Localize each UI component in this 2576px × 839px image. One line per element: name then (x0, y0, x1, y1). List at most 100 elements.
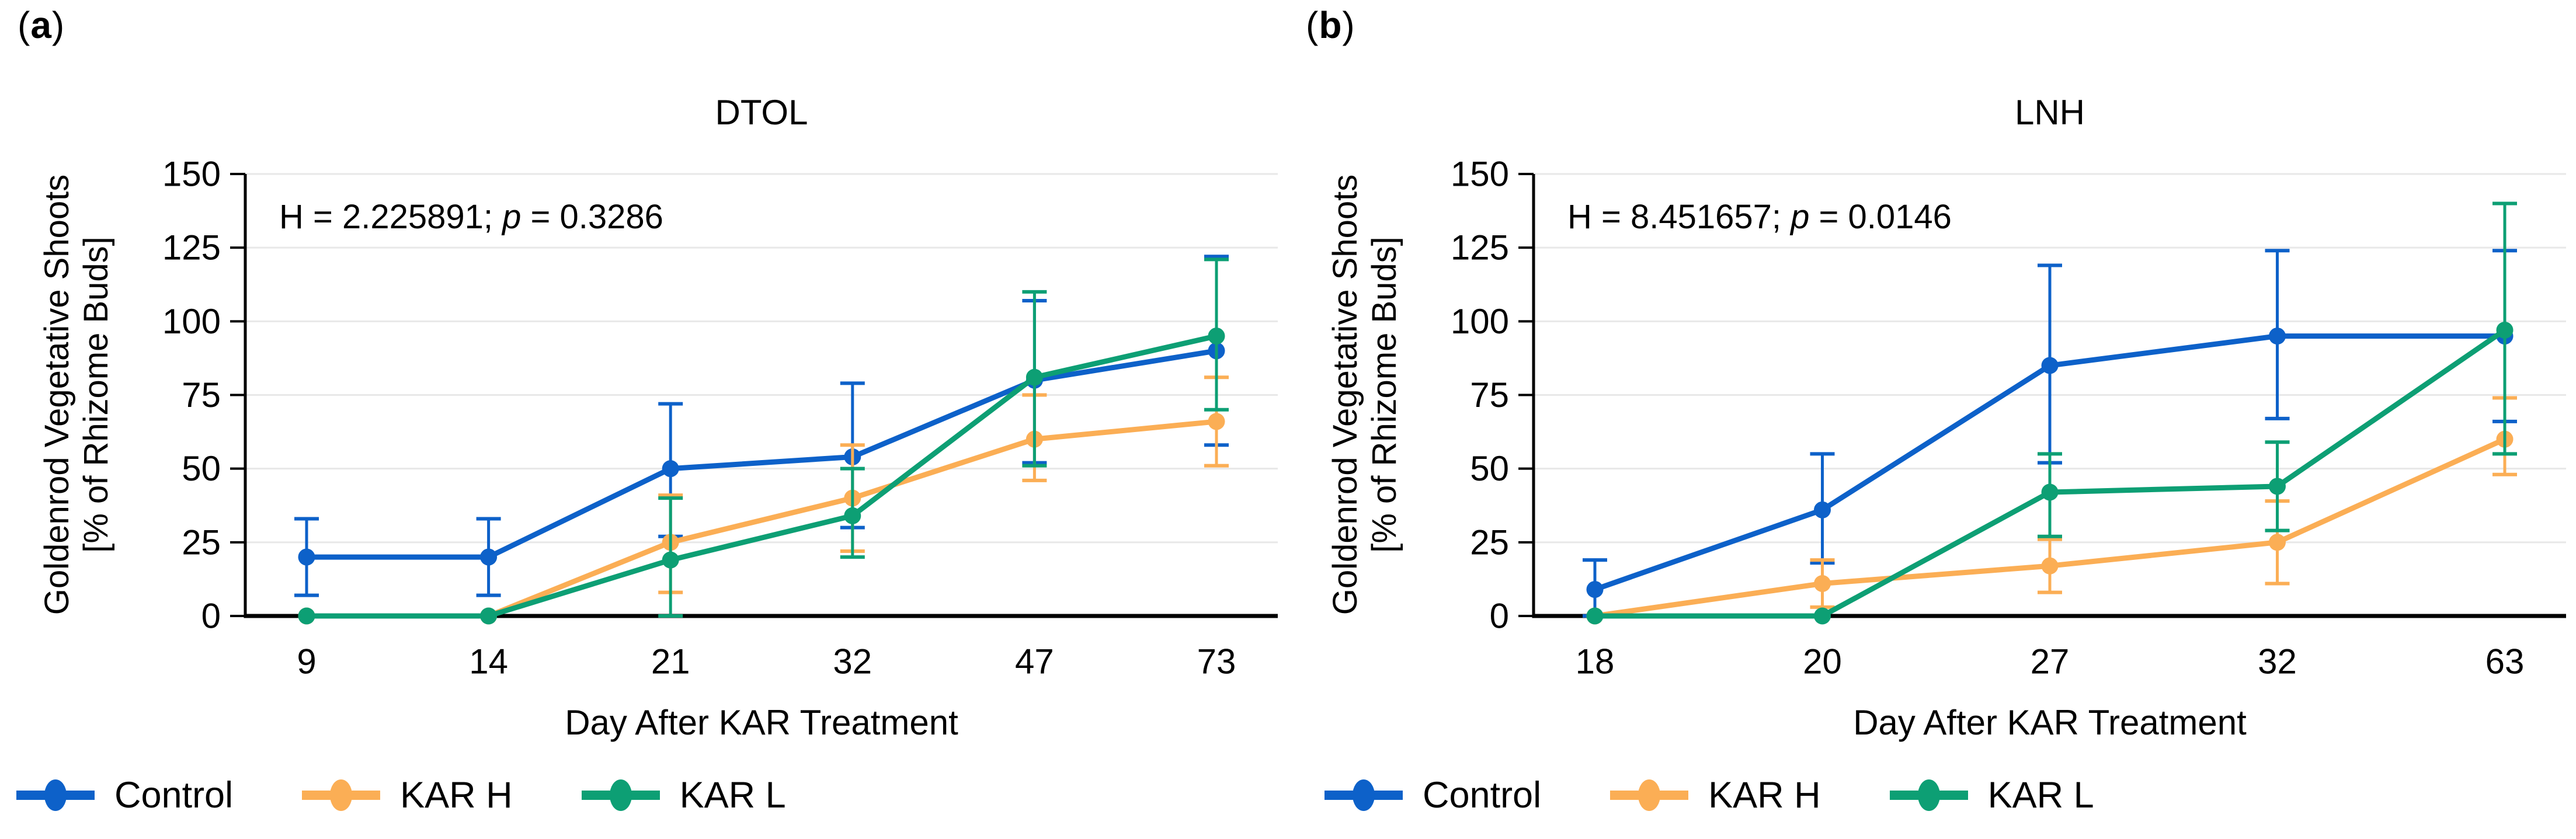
data-point-marker (2269, 328, 2286, 345)
y-axis-label-line1: Goldenrod Vegetative Shoots (38, 174, 76, 615)
data-point-marker (2496, 321, 2514, 339)
legend-item-control: Control (16, 774, 233, 816)
data-point-marker (1586, 607, 1604, 625)
data-point-marker (298, 548, 315, 566)
stat-h: H = 8.451657; (1567, 198, 1791, 236)
x-tick-label: 20 (1803, 642, 1842, 681)
stat-p-symbol: p (502, 198, 522, 236)
stat-h: H = 2.225891; (279, 198, 503, 236)
legend-marker-kar-h (302, 779, 381, 811)
legend-item-kar-h: KAR H (1610, 774, 1821, 816)
data-point-marker (1814, 607, 1831, 625)
legend-label: KAR L (1987, 775, 2094, 816)
legend-marker-dot (1353, 779, 1375, 811)
stat-annotation: H = 2.225891; p = 0.3286 (279, 197, 663, 236)
y-tick-label: 50 (1470, 449, 1509, 488)
data-point-marker (1208, 413, 1225, 430)
y-tick-label: 25 (1470, 523, 1509, 562)
legend-label: Control (114, 775, 234, 816)
data-point-marker (1025, 368, 1043, 386)
x-tick-label: 73 (1197, 642, 1236, 681)
legend-marker-control (1324, 779, 1403, 811)
legend-item-control: Control (1324, 774, 1541, 816)
data-point-marker (1586, 581, 1604, 598)
data-point-marker (844, 507, 861, 524)
stat-p-symbol: p (1791, 198, 1810, 236)
x-tick-label: 21 (651, 642, 690, 681)
x-tick-label: 18 (1576, 642, 1615, 681)
legend-marker-kar-l (581, 779, 660, 811)
panel-label-b: (b) (1306, 4, 1355, 47)
data-point-marker (1814, 575, 1831, 592)
legend-label: KAR H (1708, 775, 1821, 816)
chart-a: 0 25 50 75 100 125 150 9 14 21 32 47 73 (162, 155, 1278, 681)
x-tick-label: 32 (833, 642, 872, 681)
legend-marker-kar-l (1889, 779, 1968, 811)
data-point-marker (298, 607, 315, 625)
legend-label: KAR H (400, 775, 513, 816)
y-tick-label: 150 (1451, 155, 1509, 194)
legend-item-kar-l: KAR L (581, 774, 786, 816)
data-point-marker (2269, 478, 2286, 495)
data-point-marker (480, 548, 498, 566)
panel-label-close: ) (1342, 4, 1355, 46)
y-tick-label: 150 (162, 155, 221, 194)
y-tick-label: 100 (1451, 302, 1509, 341)
y-tick-label: 75 (182, 375, 221, 415)
x-axis-label: Day After KAR Treatment (565, 703, 958, 742)
y-tick-label: 100 (162, 302, 221, 341)
data-point-marker (662, 551, 679, 569)
y-tick-label: 0 (201, 597, 221, 636)
y-tick-label: 25 (182, 523, 221, 562)
data-point-marker (2041, 483, 2059, 501)
legend-marker-kar-h (1610, 779, 1689, 811)
x-tick-label: 14 (469, 642, 508, 681)
series-line (304, 348, 1219, 560)
y-axis-label: Goldenrod Vegetative Shoots [% of Rhizom… (37, 126, 119, 663)
legend-marker-control (16, 779, 95, 811)
x-tick-label: 32 (2258, 642, 2297, 681)
panel-a: 0 25 50 75 100 125 150 9 14 21 32 47 73 (a) DTOL H =… (0, 4, 1278, 816)
y-tick-label: 125 (1451, 228, 1509, 267)
panel-label-a: (a) (18, 4, 65, 47)
legend-item-kar-l: KAR L (1889, 774, 2094, 816)
stat-annotation: H = 8.451657; p = 0.0146 (1567, 197, 1952, 236)
legend-label: KAR L (679, 775, 786, 816)
legend: Control KAR H KAR L (0, 774, 786, 816)
panel-label-open: ( (18, 4, 31, 46)
series-line (304, 419, 1219, 619)
data-point-marker (662, 460, 679, 478)
data-point-marker (1814, 501, 1831, 518)
chart-title: DTOL (715, 93, 808, 132)
y-tick-label: 0 (1490, 597, 1509, 636)
legend-marker-dot (609, 779, 632, 811)
panel-label-close: ) (51, 4, 65, 46)
legend: Control KAR H KAR L (1288, 774, 2094, 816)
x-tick-label: 27 (2031, 642, 2070, 681)
stat-p-value: = 0.0146 (1809, 198, 1952, 236)
y-tick-label: 50 (182, 449, 221, 488)
stat-p-value: = 0.3286 (521, 198, 663, 236)
y-axis-label-line2: [% of Rhizome Buds] (1365, 236, 1403, 553)
legend-marker-dot (1917, 779, 1940, 811)
x-tick-label: 9 (297, 642, 316, 681)
chart-title: LNH (2014, 93, 2085, 132)
y-tick-label: 75 (1470, 375, 1509, 415)
panel-label-letter: a (30, 4, 52, 46)
series-line (304, 333, 1219, 619)
data-point-marker (2041, 357, 2059, 374)
legend-item-kar-h: KAR H (302, 774, 513, 816)
x-tick-label: 47 (1015, 642, 1054, 681)
data-point-marker (2041, 557, 2059, 575)
panel-label-letter: b (1319, 4, 1343, 46)
y-axis-label-line2: [% of Rhizome Buds] (77, 236, 115, 553)
panel-b: 0 25 50 75 100 125 150 18 20 27 32 63 (b) LNH H = 8… (1288, 0, 2576, 839)
legend-label: Control (1423, 775, 1542, 816)
legend-marker-dot (44, 779, 67, 811)
data-point-marker (2269, 534, 2286, 551)
x-axis-label: Day After KAR Treatment (1853, 703, 2247, 742)
legend-marker-dot (330, 779, 353, 811)
data-point-marker (1208, 328, 1225, 345)
y-axis-label-line1: Goldenrod Vegetative Shoots (1326, 174, 1364, 615)
